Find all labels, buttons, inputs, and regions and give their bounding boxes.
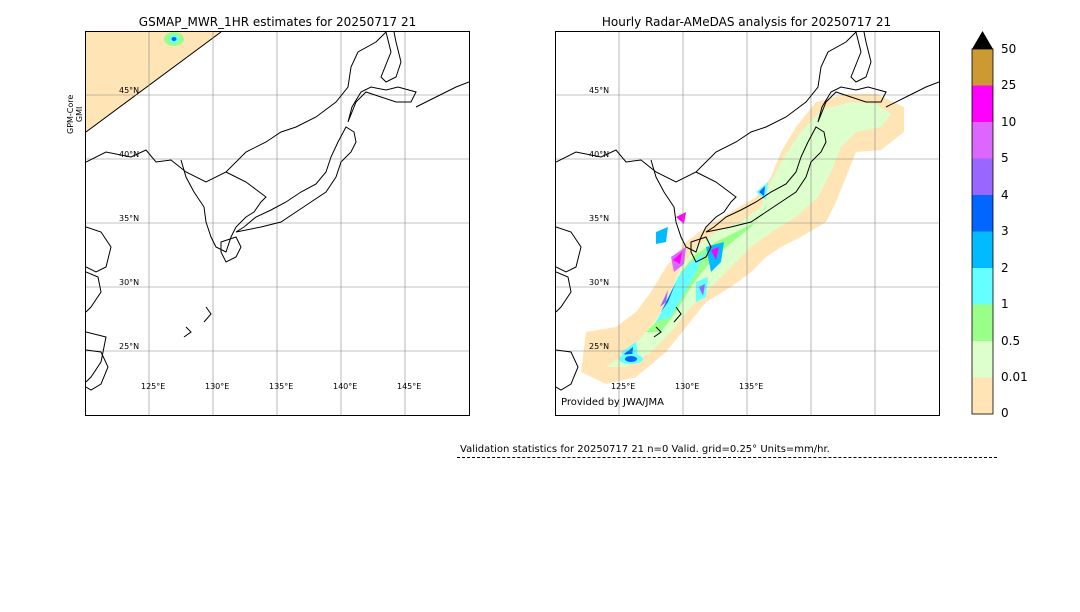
colorbar-tick: 4 bbox=[1001, 188, 1009, 202]
colorbar-band bbox=[972, 304, 993, 341]
left-lon-label-145: 145°E bbox=[397, 382, 422, 391]
right-lat-label-45: 45°N bbox=[589, 86, 610, 95]
left-lat-label-45: 45°N bbox=[119, 86, 140, 95]
colorbar-tick: 25 bbox=[1001, 78, 1017, 92]
sensor-label-line2: GMI bbox=[75, 106, 84, 123]
colorbar-band bbox=[972, 268, 993, 305]
colorbar-tick: 0.5 bbox=[1001, 334, 1021, 348]
colorbar-tick: 0 bbox=[1001, 406, 1009, 420]
colorbar bbox=[971, 31, 994, 415]
colorbar-band bbox=[972, 49, 993, 86]
radar-precip-field bbox=[581, 94, 904, 384]
colorbar-tick: 5 bbox=[1001, 151, 1009, 165]
right-lat-label-30: 30°N bbox=[589, 278, 610, 287]
colorbar-over-arrow bbox=[972, 31, 993, 49]
colorbar-band bbox=[972, 85, 993, 122]
right-lat-label-40: 40°N bbox=[589, 150, 610, 159]
coastlines bbox=[86, 32, 469, 391]
left-lon-label-140: 140°E bbox=[333, 382, 358, 391]
colorbar-band bbox=[972, 195, 993, 232]
colorbar-tick: 2 bbox=[1001, 261, 1009, 275]
left-map bbox=[85, 31, 470, 416]
left-lon-label-130: 130°E bbox=[205, 382, 230, 391]
left-lat-label-35: 35°N bbox=[119, 214, 140, 223]
left-panel-title: GSMAP_MWR_1HR estimates for 20250717 21 bbox=[138, 15, 417, 29]
left-lon-label-135: 135°E bbox=[269, 382, 294, 391]
left-lat-label-25: 25°N bbox=[119, 342, 140, 351]
left-lon-label-125: 125°E bbox=[141, 382, 166, 391]
colorbar-tick: 1 bbox=[1001, 297, 1009, 311]
colorbar-band bbox=[972, 377, 993, 414]
right-panel-title: Hourly Radar-AMeDAS analysis for 2025071… bbox=[601, 15, 892, 29]
swath-edge bbox=[86, 32, 222, 133]
data-credit: Provided by JWA/JMA bbox=[561, 397, 664, 408]
right-lon-label-135: 135°E bbox=[739, 382, 764, 391]
sensor-label-line1: GPM-Core bbox=[66, 94, 75, 134]
precip-cell-peak bbox=[171, 37, 177, 41]
colorbar-band bbox=[972, 158, 993, 195]
left-lat-label-30: 30°N bbox=[119, 278, 140, 287]
colorbar-band bbox=[972, 122, 993, 159]
colorbar-tick: 0.01 bbox=[1001, 370, 1028, 384]
colorbar-tick: 50 bbox=[1001, 42, 1017, 56]
right-lat-label-35: 35°N bbox=[589, 214, 610, 223]
validation-underline bbox=[457, 457, 997, 458]
right-lat-label-25: 25°N bbox=[589, 342, 610, 351]
left-panel-sensor-label: GPM-Core GMI bbox=[66, 95, 84, 134]
validation-statistics: Validation statistics for 20250717 21 n=… bbox=[460, 444, 830, 455]
colorbar-band bbox=[972, 341, 993, 378]
colorbar-tick: 10 bbox=[1001, 115, 1017, 129]
colorbar-band bbox=[972, 231, 993, 268]
right-map bbox=[555, 31, 940, 416]
right-lon-label-125: 125°E bbox=[611, 382, 636, 391]
right-lon-label-130: 130°E bbox=[675, 382, 700, 391]
coastlines bbox=[556, 32, 939, 391]
colorbar-tick: 3 bbox=[1001, 224, 1009, 238]
left-lat-label-40: 40°N bbox=[119, 150, 140, 159]
